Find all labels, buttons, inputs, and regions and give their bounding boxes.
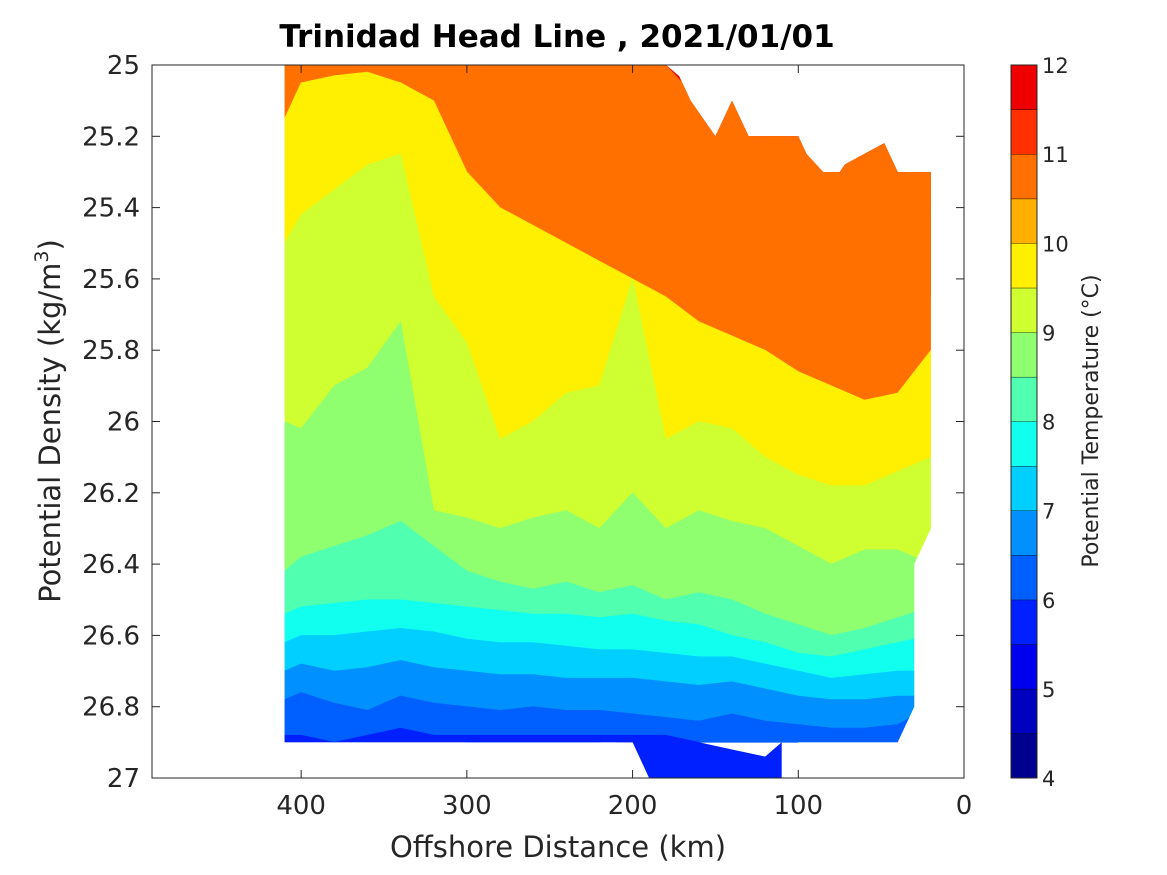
colorbar-swatch-10: [1011, 287, 1037, 333]
colorbar-tick-label-4: 8: [1042, 411, 1055, 435]
colorbar-ticks: 4 5 6 7 8 9 10 11 12: [1042, 54, 1069, 791]
x-tick-label-2: 200: [608, 791, 658, 821]
y-axis-title: Potential Density (kg/m3): [31, 239, 67, 603]
x-tick-label-0: 400: [276, 791, 326, 821]
x-tick-label-1: 300: [442, 791, 492, 821]
y-axis: 25 25.2 25.4 25.6 25.8 26 26.2 26.4 26.6 26.8 27: [82, 51, 964, 794]
contour-fill-layer: [284, 65, 931, 778]
colorbar-swatch-5: [1011, 510, 1037, 556]
colorbar-swatch-4: [1011, 555, 1037, 600]
y-tick-label-0: 25: [107, 51, 140, 81]
x-tick-label-4: 0: [956, 791, 973, 821]
y-tick-label-9: 26.8: [82, 693, 140, 723]
section-region: [284, 65, 931, 778]
colorbar-tick-label-3: 7: [1042, 500, 1055, 524]
colorbar-swatch-15: [1011, 65, 1037, 110]
y-tick-label-5: 26: [107, 408, 140, 438]
colorbar: [1010, 64, 1038, 779]
colorbar-swatch-2: [1011, 644, 1037, 689]
colorbar-tick-label-5: 9: [1042, 321, 1055, 345]
y-axis-title-main: Potential Density (kg/m: [33, 263, 67, 603]
colorbar-swatch-13: [1011, 154, 1037, 199]
y-tick-label-7: 26.4: [82, 550, 140, 580]
colorbar-tick-label-6: 10: [1042, 232, 1069, 256]
colorbar-tick-label-8: 12: [1042, 54, 1069, 78]
y-axis-title-superscript: 3: [31, 250, 53, 262]
colorbar-swatch-8: [1011, 376, 1037, 422]
x-axis-title: Offshore Distance (km): [390, 830, 726, 864]
colorbar-tick-label-1: 5: [1042, 678, 1055, 702]
colorbar-tick-label-7: 11: [1042, 143, 1069, 167]
y-tick-label-6: 26.2: [82, 479, 140, 509]
colorbar-frame: [1010, 64, 1038, 779]
colorbar-swatch-9: [1011, 332, 1037, 377]
colorbar-swatch-11: [1011, 243, 1037, 288]
y-tick-label-3: 25.6: [82, 265, 140, 295]
colorbar-swatch-12: [1011, 198, 1037, 244]
x-tick-label-3: 100: [773, 791, 823, 821]
colorbar-title: Potential Temperature (°C): [1079, 274, 1104, 567]
colorbar-tick-label-0: 4: [1042, 767, 1055, 791]
x-axis: 400 300 200 100 0: [276, 65, 972, 821]
chart-title: Trinidad Head Line , 2021/01/01: [279, 19, 834, 55]
y-tick-label-8: 26.6: [82, 621, 140, 651]
colorbar-swatch-1: [1011, 688, 1037, 734]
y-axis-title-close: ): [33, 239, 67, 250]
y-tick-label-4: 25.8: [82, 336, 140, 366]
colorbar-swatch-3: [1011, 599, 1037, 645]
y-tick-label-1: 25.2: [82, 122, 140, 152]
colorbar-swatch-6: [1011, 466, 1037, 511]
colorbar-tick-label-2: 6: [1042, 589, 1055, 613]
y-tick-label-2: 25.4: [82, 194, 140, 224]
y-tick-label-10: 27: [107, 764, 140, 794]
colorbar-swatch-7: [1011, 421, 1037, 467]
contour-deep-patch: [616, 735, 782, 778]
colorbar-swatch-0: [1011, 733, 1037, 778]
colorbar-swatch-14: [1011, 109, 1037, 155]
